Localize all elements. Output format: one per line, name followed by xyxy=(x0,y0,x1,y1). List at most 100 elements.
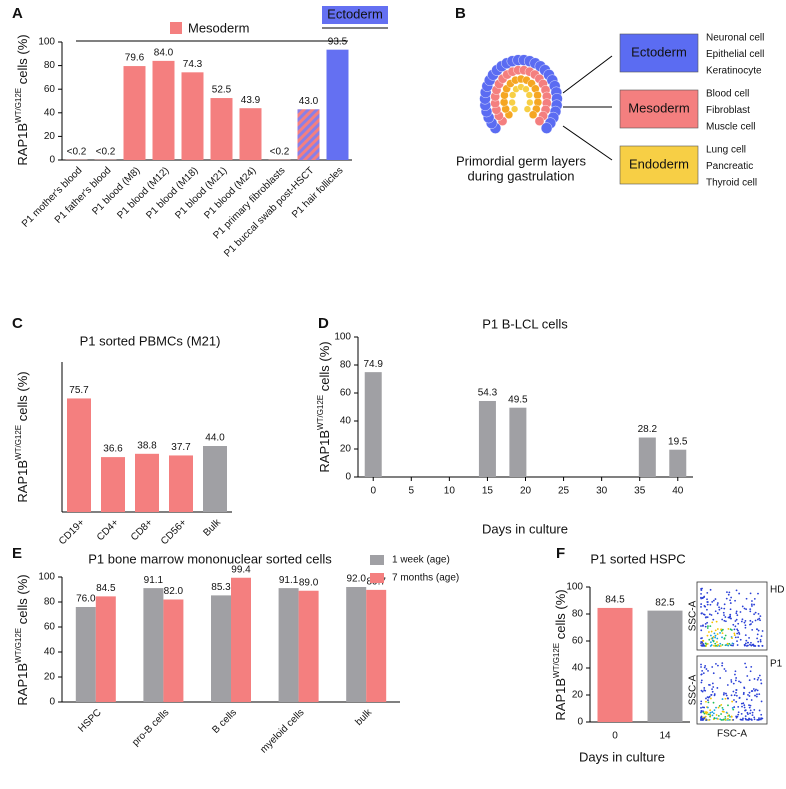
flow-dot xyxy=(709,711,712,714)
flow-dot xyxy=(760,682,763,685)
flow-dot xyxy=(732,718,735,721)
flow-dot xyxy=(719,642,722,645)
embryo-cell xyxy=(533,91,542,100)
flow-dot xyxy=(760,635,763,637)
flow-dot xyxy=(704,715,707,718)
x-tick-label: 5 xyxy=(409,486,415,497)
flow-dot xyxy=(700,612,703,615)
flow-dot xyxy=(702,642,704,645)
flow-dot xyxy=(714,610,717,613)
y-tick-label: 100 xyxy=(566,582,583,593)
bar xyxy=(346,587,367,702)
flow-dot xyxy=(717,714,720,717)
flow-dot xyxy=(704,642,707,645)
flow-dot xyxy=(715,662,717,665)
flow-dot xyxy=(730,617,732,620)
flow-dot xyxy=(728,718,731,721)
value-label: 44.0 xyxy=(205,433,225,444)
flow-dot xyxy=(705,700,707,703)
embryo-cell xyxy=(534,116,545,126)
flow-dot xyxy=(753,597,756,600)
flow-dot xyxy=(753,708,756,711)
bar xyxy=(210,98,233,160)
y-tick-label: 60 xyxy=(44,84,56,95)
x-tick-label: pro-B cells xyxy=(130,707,171,748)
flow-dot xyxy=(751,621,754,623)
y-tick-label: 80 xyxy=(340,360,352,371)
flow-dot xyxy=(712,701,715,704)
layer-box xyxy=(619,33,699,73)
flow-dot xyxy=(723,607,726,610)
flow-dot xyxy=(752,688,755,690)
flow-dot xyxy=(760,713,763,716)
flow-dot xyxy=(716,604,719,606)
embryo-cell xyxy=(525,91,533,99)
flow-dot xyxy=(759,615,762,618)
flow-dot xyxy=(747,693,749,696)
y-tick-label: 20 xyxy=(572,690,584,701)
flow-dot xyxy=(742,717,744,720)
flow-dot xyxy=(749,619,752,622)
flow-dot xyxy=(729,628,732,631)
flow-dot xyxy=(705,644,708,647)
y-label-main: RAP1B xyxy=(15,663,30,706)
flow-dot xyxy=(740,620,743,623)
flow-dot xyxy=(748,691,751,694)
flow-dot xyxy=(756,618,759,621)
flow-dot xyxy=(705,710,707,713)
flow-dot xyxy=(754,611,757,614)
panel-label: A xyxy=(12,5,23,22)
flow-dot xyxy=(756,689,759,692)
flow-dot xyxy=(706,642,709,645)
flow-dot xyxy=(703,595,706,598)
legend-swatch xyxy=(370,573,384,583)
flow-dot xyxy=(702,710,704,713)
value-label: 43.0 xyxy=(299,96,319,107)
flow-dot xyxy=(700,666,702,668)
flow-dot xyxy=(711,666,714,668)
chart-title: P1 sorted HSPC xyxy=(590,551,685,566)
flow-dot xyxy=(735,694,738,697)
flow-dot xyxy=(702,625,704,627)
flow-dot xyxy=(719,632,721,634)
flow-dot xyxy=(750,719,753,721)
flow-dot xyxy=(703,717,706,720)
flow-dot xyxy=(740,702,743,705)
y-tick-label: 60 xyxy=(572,636,584,647)
bar xyxy=(638,437,656,477)
flow-dot xyxy=(759,679,762,681)
flow-dot xyxy=(758,718,761,721)
flow-dot xyxy=(724,715,727,718)
embryo-cell xyxy=(509,91,517,99)
bar xyxy=(278,588,299,702)
flow-dot xyxy=(726,642,729,645)
flow-dot xyxy=(701,641,704,644)
flow-dot xyxy=(757,612,760,615)
flow-dot xyxy=(727,715,729,717)
flow-dot xyxy=(743,686,746,689)
flow-dot xyxy=(706,598,708,601)
flow-dot xyxy=(710,694,712,696)
bar xyxy=(163,599,184,702)
flow-dot xyxy=(749,608,752,611)
value-label: 91.1 xyxy=(279,575,299,586)
flow-dot xyxy=(746,698,748,701)
flow-dot xyxy=(731,707,734,709)
flow-dot xyxy=(743,704,746,707)
x-tick-label: 15 xyxy=(482,486,494,497)
flow-dot xyxy=(700,700,703,703)
flow-dot xyxy=(700,679,703,682)
flow-dot xyxy=(732,708,735,711)
flow-dot xyxy=(756,637,759,640)
flow-dot xyxy=(700,589,703,592)
flow-dot xyxy=(726,591,728,593)
flow-dot xyxy=(758,693,761,695)
flow-dot xyxy=(737,631,740,634)
flow-dot xyxy=(711,688,713,691)
flow-dot xyxy=(721,698,724,700)
cell-type: Neuronal cell xyxy=(706,33,764,44)
y-label-suffix: cells (%) xyxy=(553,589,568,642)
flow-dot xyxy=(716,687,719,689)
flow-dot xyxy=(724,697,727,700)
